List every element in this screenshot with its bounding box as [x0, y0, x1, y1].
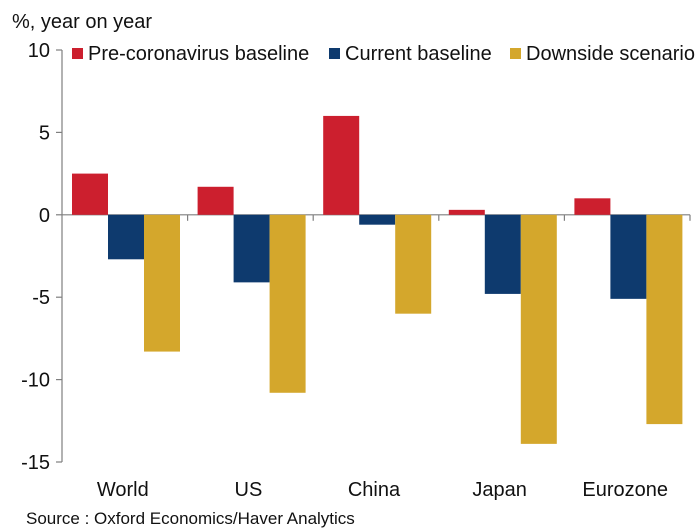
bar-us-downside-scenario — [269, 214, 306, 393]
legend-swatch — [72, 48, 83, 59]
legend-swatch — [329, 48, 340, 59]
legend-label: Downside scenario — [526, 43, 695, 65]
x-category-label: World — [97, 479, 149, 501]
bar-us-current-baseline — [233, 214, 270, 283]
legend-label: Current baseline — [345, 43, 492, 65]
bar-japan-pre-coronavirus-baseline — [448, 209, 485, 215]
x-category-label: China — [348, 479, 401, 501]
bar-eurozone-current-baseline — [610, 214, 647, 299]
bar-china-pre-coronavirus-baseline — [323, 115, 360, 215]
labels: 10 5 0 -5 -10 -15 World US China Japan Eurozone — [21, 40, 668, 501]
bar-eurozone-pre-coronavirus-baseline — [574, 198, 611, 215]
y-tick-label: -15 — [21, 452, 50, 474]
bars — [72, 115, 683, 444]
legend-label: Pre-coronavirus baseline — [88, 43, 309, 65]
bar-china-downside-scenario — [395, 214, 432, 314]
y-tick-label: -5 — [32, 287, 50, 309]
bar-world-current-baseline — [108, 214, 144, 260]
y-axis-unit-label: %, year on year — [12, 11, 152, 33]
bar-us-pre-coronavirus-baseline — [197, 186, 234, 215]
y-tick-label: -10 — [21, 370, 50, 392]
y-tick-label: 10 — [28, 40, 50, 62]
source-note: Source : Oxford Economics/Haver Analytic… — [26, 509, 355, 528]
bar-japan-downside-scenario — [520, 214, 557, 444]
bar-eurozone-downside-scenario — [646, 214, 683, 425]
y-tick-label: 0 — [39, 205, 50, 227]
legend: Pre-coronavirus baseline Current baseline… — [72, 43, 695, 65]
bar-china-current-baseline — [359, 214, 396, 225]
x-category-label: Japan — [472, 479, 527, 501]
legend-swatch — [510, 48, 521, 59]
bar-world-downside-scenario — [144, 214, 180, 352]
x-category-label: US — [235, 479, 263, 501]
bar-world-pre-coronavirus-baseline — [72, 173, 108, 215]
x-category-label: Eurozone — [582, 479, 668, 501]
y-tick-label: 5 — [39, 122, 50, 144]
bar-japan-current-baseline — [484, 214, 521, 294]
